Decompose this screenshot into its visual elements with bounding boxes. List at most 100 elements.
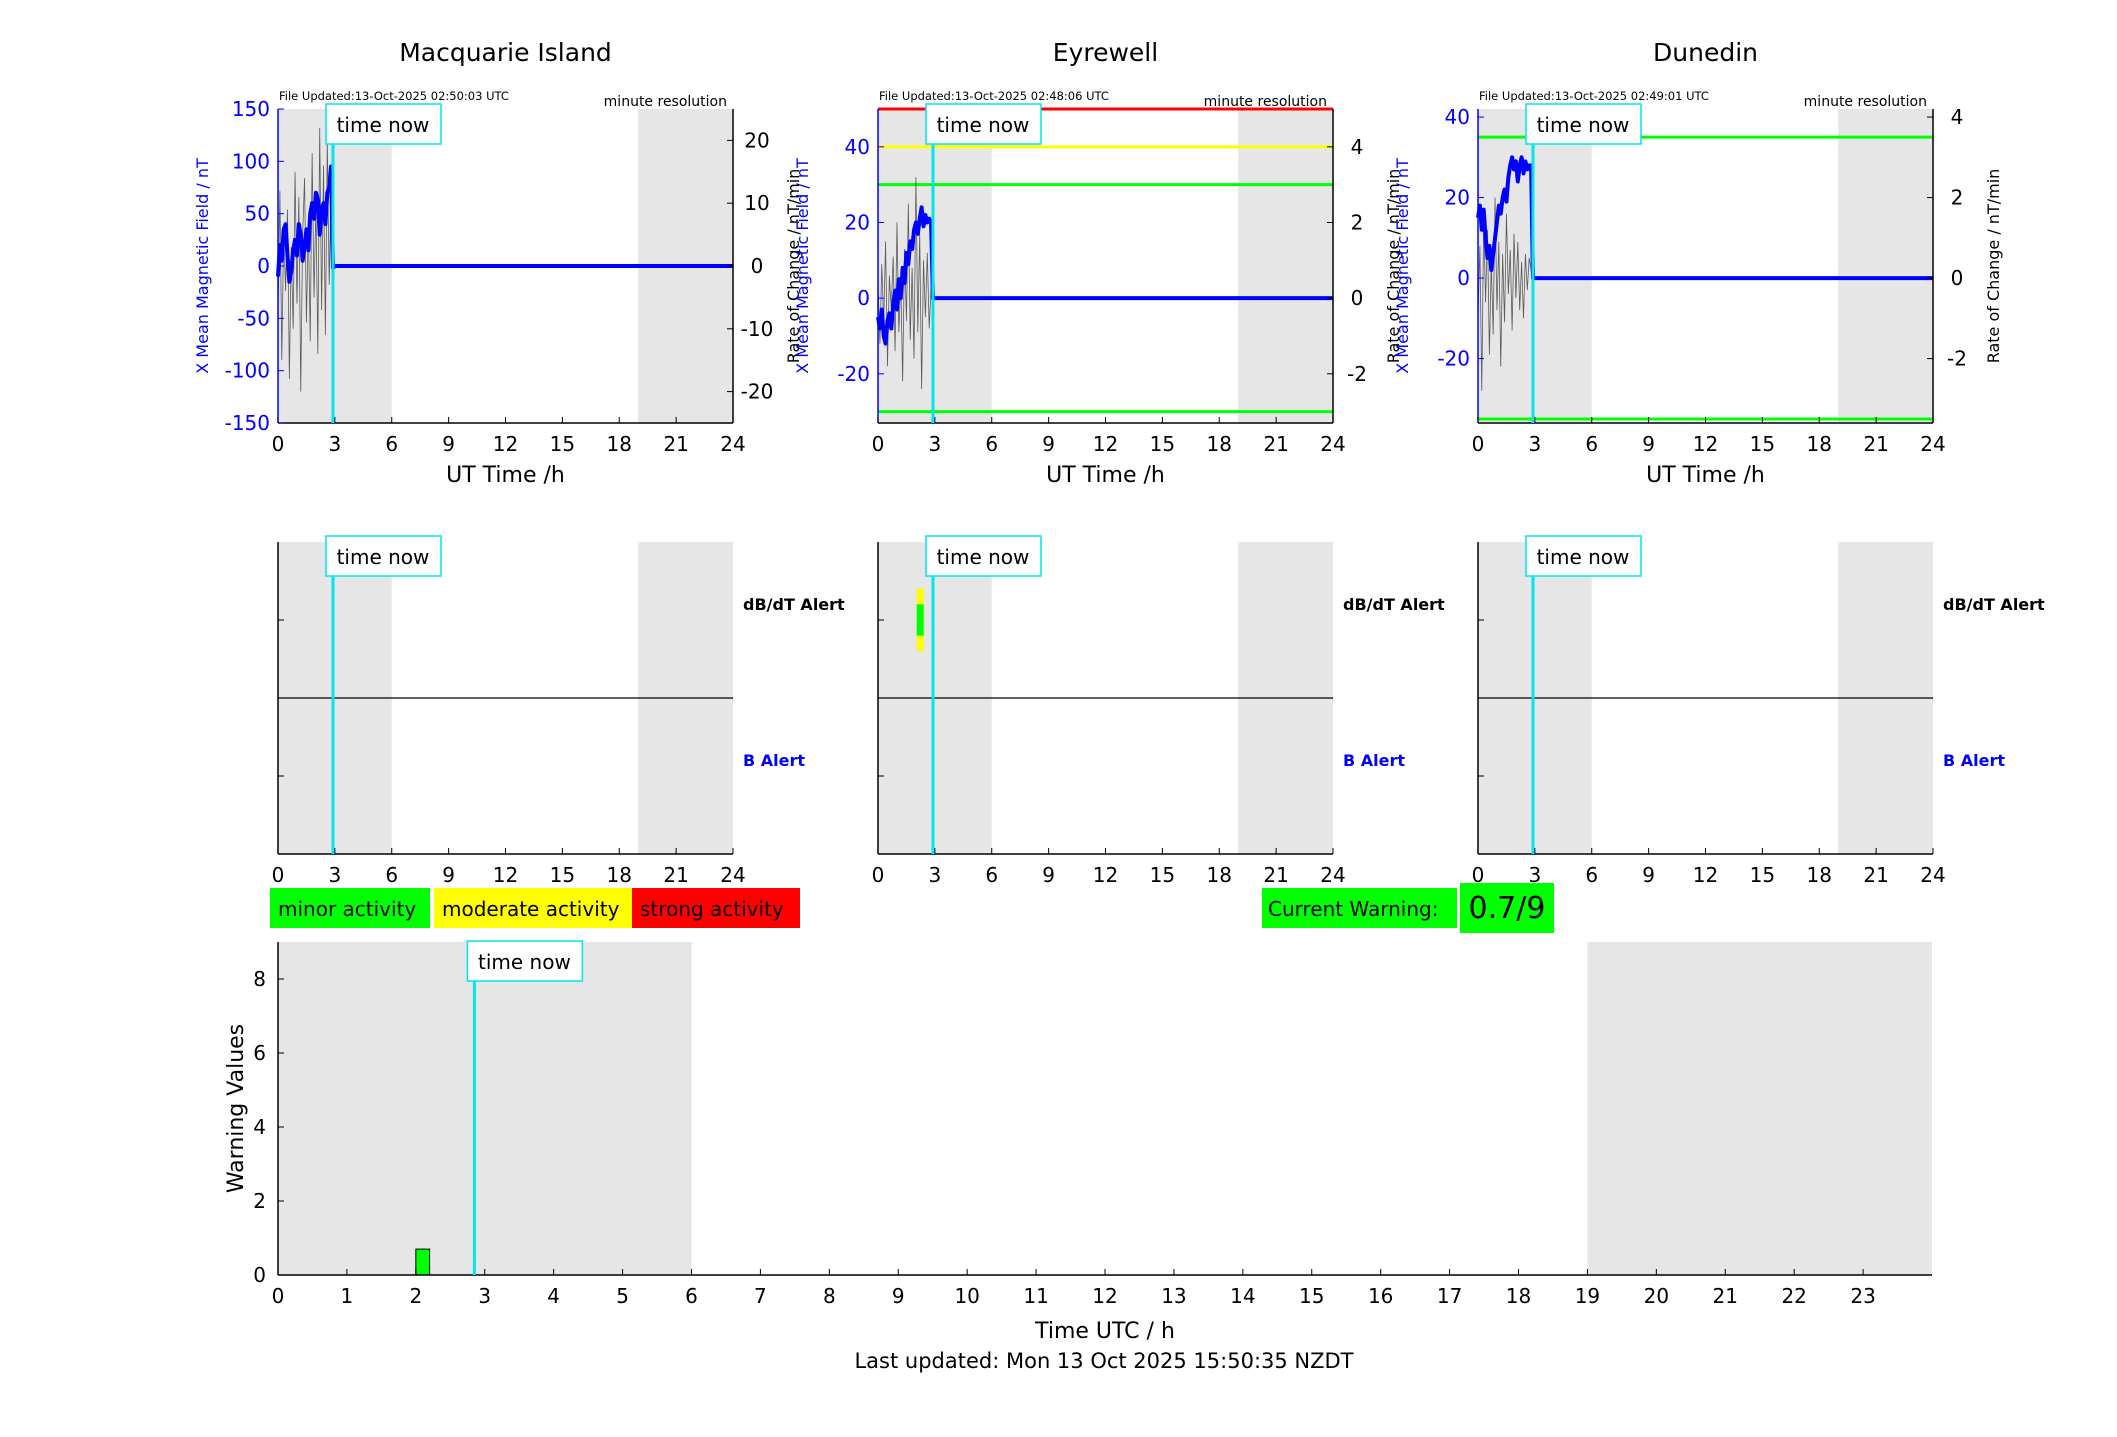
- x-tick-label: 3: [1529, 863, 1542, 887]
- left-axis-label: X Mean Magnetic Field / nT: [793, 158, 812, 374]
- x-tick-label: 6: [985, 863, 998, 887]
- x-tick-label: 12: [1693, 863, 1718, 887]
- x-tick-label: 12: [1093, 432, 1118, 456]
- x-tick-label: 18: [1207, 432, 1232, 456]
- dbdt-alert-mark: [916, 604, 924, 636]
- right-axis-label: Rate of Change / nT/min: [1384, 169, 1403, 364]
- x-tick-label: 15: [1150, 863, 1175, 887]
- right-axis-label: Rate of Change / nT/min: [784, 169, 803, 364]
- x-tick-label: 14: [1230, 1284, 1255, 1308]
- b-alert-label: B Alert: [743, 751, 805, 770]
- x-tick-label: 6: [985, 432, 998, 456]
- x-tick-label: 21: [1263, 863, 1288, 887]
- x-tick-label: 21: [1863, 863, 1888, 887]
- y-tick-label: 8: [253, 967, 266, 991]
- x-tick-label: 0: [272, 432, 285, 456]
- x-tick-label: 7: [754, 1284, 767, 1308]
- x-tick-label: 24: [1920, 863, 1945, 887]
- night-shade: [1478, 109, 1592, 423]
- x-tick-label: 18: [1807, 863, 1832, 887]
- y-tick-label: -50: [237, 306, 270, 330]
- y-tick-label: 0: [857, 286, 870, 310]
- x-tick-label: 17: [1437, 1284, 1462, 1308]
- x-tick-label: 0: [1472, 432, 1485, 456]
- current-warning-label: Current Warning:: [1268, 897, 1438, 921]
- x-tick-label: 18: [1506, 1284, 1531, 1308]
- x-axis-label: UT Time /h: [446, 463, 565, 488]
- time-now-label: time now: [1537, 113, 1630, 137]
- y-tick-label: -20: [837, 362, 870, 386]
- y2-tick-label: 4: [1351, 135, 1364, 159]
- x-tick-label: 21: [1713, 1284, 1738, 1308]
- x-tick-label: 4: [547, 1284, 560, 1308]
- x-tick-label: 11: [1023, 1284, 1048, 1308]
- x-tick-label: 12: [1693, 432, 1718, 456]
- y-tick-label: -150: [225, 411, 270, 435]
- night-shade: [878, 109, 992, 423]
- x-tick-label: 24: [1320, 432, 1345, 456]
- station-title: Eyrewell: [1053, 38, 1158, 67]
- x-tick-label: 24: [720, 863, 745, 887]
- y2-tick-label: 20: [744, 128, 769, 152]
- alert-panel: 0 3 6 9 12 15 18 21 24 dB/dT Alert B Alert time now: [1472, 535, 2045, 887]
- x-tick-label: 0: [272, 1284, 285, 1308]
- x-tick-label: 20: [1644, 1284, 1669, 1308]
- alert-panel: 0 3 6 9 12 15 18 21 24 dB/dT Alert B Alert time now: [272, 535, 845, 887]
- x-field-series: [1476, 155, 1933, 281]
- y-tick-label: 20: [1445, 186, 1470, 210]
- time-now-label: time now: [337, 113, 430, 137]
- y2-tick-label: 4: [1951, 105, 1964, 129]
- x-tick-label: 21: [1263, 432, 1288, 456]
- x-tick-label: 24: [1320, 863, 1345, 887]
- x-tick-label: 15: [550, 432, 575, 456]
- dbdt-alert-label: dB/dT Alert: [1943, 595, 2045, 614]
- x-tick-label: 9: [442, 432, 455, 456]
- x-tick-label: 12: [493, 432, 518, 456]
- time-now-box: [925, 535, 1042, 577]
- x-tick-label: 9: [1642, 863, 1655, 887]
- y2-tick-label: 0: [1951, 266, 1964, 290]
- time-now-box: [1525, 535, 1642, 577]
- x-tick-label: 3: [478, 1284, 491, 1308]
- y-tick-label: -100: [225, 359, 270, 383]
- night-shade: [1838, 109, 1933, 423]
- x-tick-label: 12: [1092, 1284, 1117, 1308]
- y2-tick-label: -2: [1347, 362, 1367, 386]
- warning-bar: [415, 1248, 431, 1276]
- time-now-box: [325, 103, 442, 145]
- y-axis-label: Warning Values: [224, 1024, 249, 1193]
- y2-tick-label: 10: [744, 191, 769, 215]
- resolution-label: minute resolution: [604, 94, 727, 110]
- b-alert-label: B Alert: [1343, 751, 1405, 770]
- time-now-label: time now: [478, 950, 571, 974]
- x-tick-label: 8: [823, 1284, 836, 1308]
- right-axis-label: Rate of Change / nT/min: [1984, 169, 2003, 364]
- y-tick-label: 20: [845, 210, 870, 234]
- x-tick-label: 21: [1863, 432, 1888, 456]
- x-tick-label: 6: [1585, 863, 1598, 887]
- x-tick-label: 0: [272, 863, 285, 887]
- x-tick-label: 6: [1585, 432, 1598, 456]
- current-warning: Current Warning: 0.7/9: [1262, 883, 1554, 933]
- current-warning-value: 0.7/9: [1469, 891, 1546, 926]
- time-now-box: [925, 103, 1042, 145]
- x-tick-label: 18: [1807, 432, 1832, 456]
- x-tick-label: 16: [1368, 1284, 1393, 1308]
- last-updated-text: Last updated: Mon 13 Oct 2025 15:50:35 N…: [854, 1349, 1353, 1373]
- x-tick-label: 9: [892, 1284, 905, 1308]
- minor-legend-label: minor activity: [278, 897, 416, 921]
- x-tick-label: 18: [607, 432, 632, 456]
- left-axis-label: X Mean Magnetic Field / nT: [193, 158, 212, 374]
- y-tick-label: 0: [1457, 266, 1470, 290]
- file-updated-text: File Updated:13-Oct-2025 02:50:03 UTC: [279, 89, 509, 103]
- y2-tick-label: 2: [1351, 210, 1364, 234]
- x-tick-label: 15: [1750, 432, 1775, 456]
- x-axis-label: UT Time /h: [1046, 463, 1165, 488]
- y-tick-label: 6: [253, 1041, 266, 1065]
- x-tick-label: 22: [1781, 1284, 1806, 1308]
- x-tick-label: 3: [929, 863, 942, 887]
- x-tick-label: 19: [1575, 1284, 1600, 1308]
